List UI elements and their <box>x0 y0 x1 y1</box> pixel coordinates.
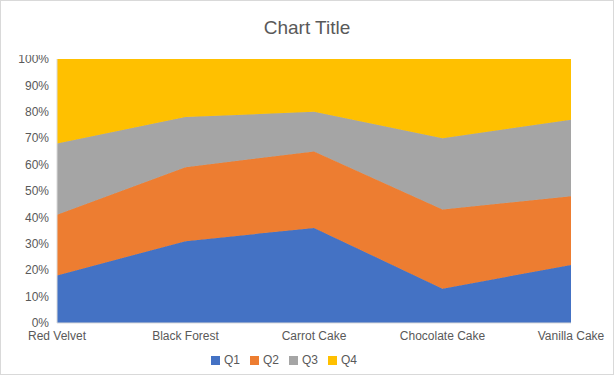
svg-text:40%: 40% <box>25 211 49 225</box>
html-text:Chart Title: Chart Title <box>263 17 351 38</box>
svg-text:20%: 20% <box>25 263 49 277</box>
svg-text:Red Velvet: Red Velvet <box>28 329 87 343</box>
html-text:Q1: Q1 <box>224 353 240 367</box>
html-text:Q2: Q2 <box>263 353 279 367</box>
svg-text:80%: 80% <box>25 105 49 119</box>
svg-text:10%: 10% <box>25 290 49 304</box>
svg-text:70%: 70% <box>25 131 49 145</box>
svg-text:90%: 90% <box>25 79 49 93</box>
svg-text:Black Forest: Black Forest <box>152 329 219 343</box>
svg-text:Vanilla Cake: Vanilla Cake <box>538 329 605 343</box>
svg-text:60%: 60% <box>25 158 49 172</box>
svg-text:Carrot Cake: Carrot Cake <box>282 329 347 343</box>
svg-text:30%: 30% <box>25 237 49 251</box>
svg-text:0%: 0% <box>32 316 50 330</box>
svg-text:Chocolate Cake: Chocolate Cake <box>400 329 486 343</box>
html-text:Q3: Q3 <box>302 353 318 367</box>
html-text:Q4: Q4 <box>341 353 357 367</box>
svg-text:100%: 100% <box>18 55 49 66</box>
svg-text:50%: 50% <box>25 184 49 198</box>
